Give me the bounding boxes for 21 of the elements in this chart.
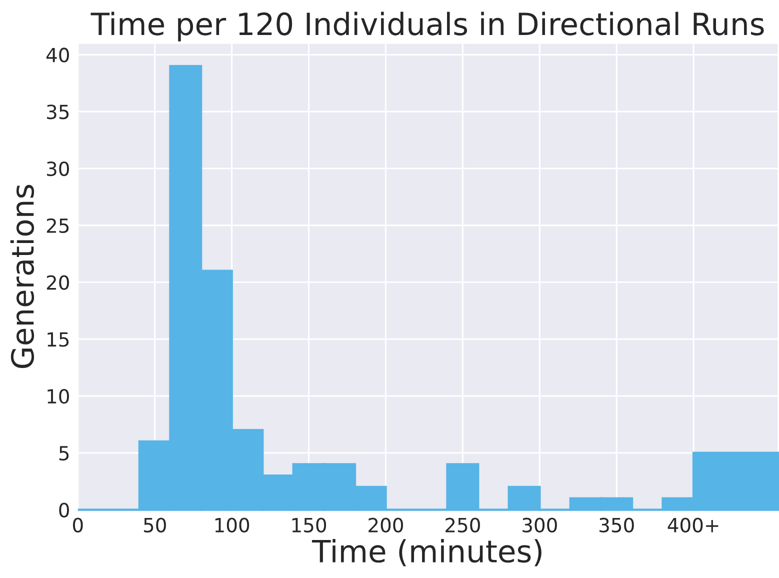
y-tick-label: 40 [46, 48, 69, 62]
x-tick-label: 200 [368, 518, 403, 532]
y-tick-label: 10 [48, 388, 69, 404]
y-tick-label: 0 [59, 502, 69, 518]
x-axis-title: Time (minutes) [312, 539, 542, 566]
y-axis-title: Generations [10, 184, 34, 368]
y-tick-label: 5 [59, 446, 69, 461]
y-tick-label: 20 [46, 275, 69, 290]
x-tick-label: 50 [144, 518, 166, 532]
x-tick-label: 300 [522, 518, 557, 532]
y-tick-label: 25 [46, 218, 69, 234]
y-tick-label: 15 [48, 332, 69, 347]
y-tick-label: 35 [47, 104, 69, 120]
chart-title: Time per 120 Individuals in Directional Runs [90, 12, 764, 42]
x-tick-label: 250 [446, 518, 480, 532]
x-tick-label: 0 [72, 518, 83, 532]
x-tick-label: 150 [292, 518, 326, 532]
x-tick-label: 100 [215, 518, 250, 532]
y-tick-label: 30 [47, 161, 69, 176]
x-tick-label: 400+ [668, 518, 718, 532]
x-tick-label: 350 [600, 518, 634, 532]
